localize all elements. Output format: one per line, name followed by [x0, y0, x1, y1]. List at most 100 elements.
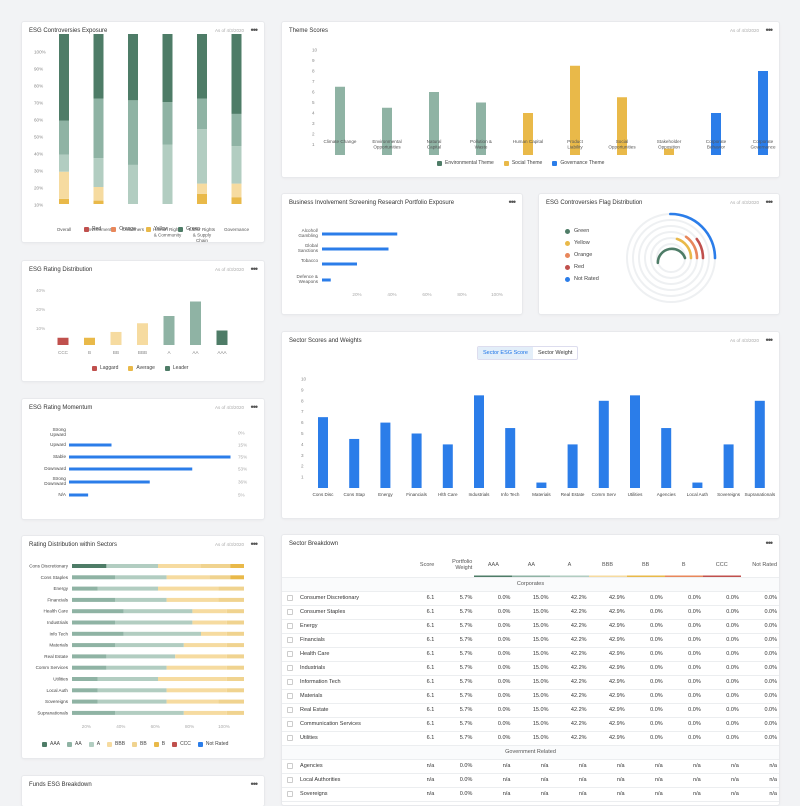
cell-value: 6.1 — [398, 661, 437, 676]
legend-item[interactable]: AAA — [42, 741, 60, 747]
row-checkbox[interactable] — [287, 790, 294, 797]
row-checkbox[interactable] — [287, 734, 294, 741]
more-options-icon[interactable]: ••• — [250, 402, 259, 412]
group-name: Government Related — [282, 745, 779, 760]
row-checkbox[interactable] — [287, 650, 294, 657]
x-tick-label: 100% — [491, 292, 503, 297]
cell-value: 5.7% — [436, 689, 475, 704]
table-row[interactable]: Local Authorities n/a 0.0% n/a n/a n/a n/a n/a n… — [282, 773, 779, 788]
tab-sector-weight[interactable]: Sector Weight — [537, 350, 573, 356]
more-options-icon[interactable]: ••• — [250, 25, 259, 35]
cell-value: 42.9% — [588, 605, 627, 620]
table-row[interactable]: Consumer Staples 6.1 5.7% 0.0% 15.0% 42.2% 42.… — [282, 605, 779, 620]
more-options-icon[interactable]: ••• — [765, 538, 774, 548]
card-title: Sector Scores and Weights — [289, 338, 362, 344]
bar-segment — [72, 710, 115, 715]
row-checkbox[interactable] — [287, 594, 294, 601]
table-row[interactable]: Utilities 6.1 5.7% 0.0% 15.0% 42.2% 42.9% 0.0% 0… — [282, 731, 779, 746]
cell-value: 0.0% — [702, 647, 741, 662]
table-row[interactable]: Agencies n/a 0.0% n/a n/a n/a n/a n/a n/a n/a n/a — [282, 759, 779, 774]
legend-item[interactable]: Leader — [164, 365, 188, 371]
row-checkbox[interactable] — [287, 692, 294, 699]
x-tick-label: Governance — [750, 145, 775, 150]
row-checkbox[interactable] — [287, 622, 294, 629]
more-options-icon[interactable]: ••• — [765, 197, 774, 207]
legend-item[interactable]: Governance Theme — [552, 160, 604, 166]
legend-item[interactable]: BBB — [107, 741, 125, 747]
value-label: 0% — [238, 431, 245, 436]
row-checkbox[interactable] — [287, 776, 294, 783]
more-options-icon[interactable]: ••• — [250, 539, 259, 549]
legend-item[interactable]: Orange — [565, 252, 599, 258]
x-tick-label: Pollution & — [470, 139, 492, 144]
column-header[interactable]: AAA — [474, 553, 513, 578]
legend-item[interactable]: Not Rated — [197, 741, 228, 747]
bar-segment — [72, 620, 115, 625]
cell-value: 0.0% — [626, 619, 665, 634]
column-header[interactable]: Not Rated — [740, 553, 779, 578]
table-row[interactable]: Financials 6.1 5.7% 0.0% 15.0% 42.2% 42.9% 0.0%… — [282, 633, 779, 648]
cell-value: 0.0% — [474, 647, 513, 662]
row-checkbox[interactable] — [287, 720, 294, 727]
column-header[interactable]: Score — [398, 553, 437, 578]
x-tick-label: Materials — [532, 492, 551, 497]
cell-value: 0.0% — [702, 605, 741, 620]
row-checkbox[interactable] — [287, 762, 294, 769]
x-tick-label: Agencies — [657, 492, 677, 497]
legend-item[interactable]: Red — [565, 264, 599, 270]
bar-segment — [231, 197, 242, 204]
more-options-icon[interactable]: ••• — [508, 197, 517, 207]
column-header[interactable]: A — [550, 553, 589, 578]
more-options-icon[interactable]: ••• — [250, 264, 259, 274]
bar-segment — [226, 643, 244, 648]
more-options-icon[interactable]: ••• — [765, 335, 774, 345]
table-row[interactable]: Materials 6.1 5.7% 0.0% 15.0% 42.2% 42.9% 0.0% 0… — [282, 689, 779, 704]
legend-item[interactable]: Average — [128, 365, 155, 371]
table-row[interactable]: Industrials 6.1 5.7% 0.0% 15.0% 42.2% 42.9% 0.0… — [282, 661, 779, 676]
column-header[interactable]: BBB — [588, 553, 627, 578]
legend-item[interactable]: Orange — [111, 226, 136, 232]
legend-item[interactable]: Environmental Theme — [437, 160, 494, 166]
cell-value: 6.1 — [398, 675, 437, 690]
table-row[interactable]: Real Estate 6.1 5.7% 0.0% 15.0% 42.2% 42.9% 0.0… — [282, 703, 779, 718]
column-header[interactable]: Portfolio Weight — [436, 553, 475, 578]
x-tick-label: Utilities — [628, 492, 644, 497]
legend-item[interactable]: A — [88, 741, 100, 747]
row-checkbox[interactable] — [287, 608, 294, 615]
row-checkbox[interactable] — [287, 706, 294, 713]
row-checkbox[interactable] — [287, 664, 294, 671]
legend-item[interactable]: Red — [84, 226, 101, 232]
column-header[interactable]: CCC — [702, 553, 741, 578]
table-row[interactable]: Sovereigns n/a 0.0% n/a n/a n/a n/a n/a n/a n/a n/… — [282, 787, 779, 802]
table-row[interactable]: Energy 6.1 5.7% 0.0% 15.0% 42.2% 42.9% 0.0% 0.0%… — [282, 619, 779, 634]
cell-value: 42.9% — [588, 633, 627, 648]
column-header[interactable]: B — [664, 553, 703, 578]
legend-item[interactable]: Social Theme — [503, 160, 542, 166]
legend-item[interactable]: AA — [67, 741, 82, 747]
column-header[interactable]: BB — [626, 553, 665, 578]
legend-item[interactable]: BB — [132, 741, 147, 747]
legend-item[interactable]: CCC — [172, 741, 191, 747]
row-checkbox[interactable] — [287, 636, 294, 643]
column-header[interactable]: AA — [512, 553, 551, 578]
legend-label: Environmental Theme — [445, 160, 494, 166]
more-options-icon[interactable]: ••• — [765, 25, 774, 35]
cell-value: 0.0% — [702, 661, 741, 676]
legend-item[interactable]: Laggard — [92, 365, 118, 371]
legend-item[interactable]: Yellow — [145, 226, 168, 232]
legend-item[interactable]: Green — [178, 226, 200, 232]
x-tick-label: BBB — [138, 350, 147, 355]
table-row[interactable]: Communication Services 6.1 5.7% 0.0% 15.0% 42… — [282, 717, 779, 732]
row-checkbox[interactable] — [287, 678, 294, 685]
table-row[interactable]: Information Tech 6.1 5.7% 0.0% 15.0% 42.2% 42.… — [282, 675, 779, 690]
legend-item[interactable]: B — [153, 741, 165, 747]
y-tick-label: 60% — [34, 118, 43, 123]
legend-item[interactable]: Yellow — [565, 240, 599, 246]
legend-item[interactable]: Not Rated — [565, 276, 599, 282]
legend-item[interactable]: Green — [565, 228, 599, 234]
table-row[interactable]: Consumer Discretionary 6.1 5.7% 0.0% 15.0% 42… — [282, 591, 779, 606]
table-row[interactable]: Health Care 6.1 5.7% 0.0% 15.0% 42.2% 42.9% 0.0… — [282, 647, 779, 662]
more-options-icon[interactable]: ••• — [250, 779, 259, 789]
bar-segment — [218, 699, 244, 704]
tab-sector-esg-score[interactable]: Sector ESG Score — [478, 347, 533, 359]
